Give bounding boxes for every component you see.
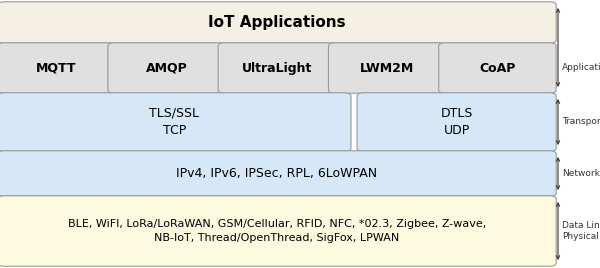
FancyBboxPatch shape [108,43,226,93]
Text: IPv4, IPv6, IPSec, RPL, 6LoWPAN: IPv4, IPv6, IPSec, RPL, 6LoWPAN [176,167,377,180]
Text: IoT Applications: IoT Applications [208,15,346,30]
Text: UltraLight: UltraLight [242,61,312,75]
Text: Data Link
Physical: Data Link Physical [562,221,600,241]
Text: Application: Application [562,64,600,73]
Text: TLS/SSL
TCP: TLS/SSL TCP [149,107,199,137]
FancyBboxPatch shape [218,43,335,93]
Text: Transport: Transport [562,117,600,126]
Text: AMQP: AMQP [146,61,187,75]
FancyBboxPatch shape [0,196,556,266]
Text: CoAP: CoAP [479,61,515,75]
Text: Network: Network [562,169,600,178]
Text: BLE, WiFI, LoRa/LoRaWAN, GSM/Cellular, RFID, NFC, *02.3, Zigbee, Z-wave,
NB-IoT,: BLE, WiFI, LoRa/LoRaWAN, GSM/Cellular, R… [68,219,486,243]
Text: DTLS
UDP: DTLS UDP [440,107,473,137]
FancyBboxPatch shape [0,151,556,196]
FancyBboxPatch shape [0,43,115,93]
Text: LWM2M: LWM2M [360,61,415,75]
FancyBboxPatch shape [0,2,556,43]
Text: MQTT: MQTT [36,61,77,75]
FancyBboxPatch shape [357,93,556,151]
FancyBboxPatch shape [439,43,556,93]
FancyBboxPatch shape [0,93,351,151]
FancyBboxPatch shape [328,43,446,93]
